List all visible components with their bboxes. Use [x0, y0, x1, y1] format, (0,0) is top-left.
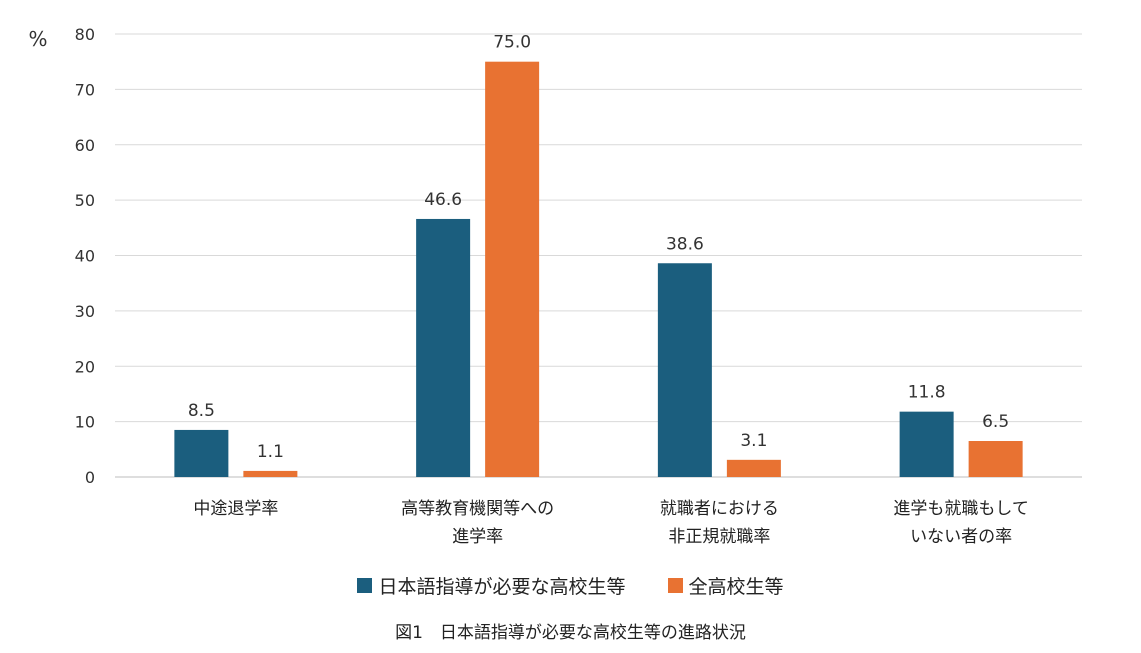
- x-category-label: 中途退学率: [193, 499, 278, 519]
- data-label: 11.8: [908, 383, 946, 403]
- bar-series-2-category-4: [968, 441, 1023, 477]
- y-axis-unit-label: %: [28, 27, 47, 51]
- x-category-label: 高等教育機関等への: [401, 499, 554, 519]
- bar-series-1-category-1: [174, 429, 229, 477]
- x-category-label: 非正規就職率: [668, 527, 770, 547]
- bar-series-2-category-3: [726, 459, 781, 477]
- x-category-label: 進学率: [452, 527, 503, 547]
- y-tick-label: 80: [75, 25, 95, 44]
- legend-label-series-1: 日本語指導が必要な高校生等: [378, 576, 626, 598]
- data-label: 3.1: [740, 431, 767, 451]
- data-label: 75.0: [493, 33, 531, 53]
- bar-series-1-category-2: [416, 218, 471, 477]
- y-tick-label: 0: [85, 468, 95, 487]
- data-label: 1.1: [257, 442, 284, 462]
- y-tick-label: 20: [75, 357, 95, 376]
- bar-series-1-category-3: [657, 263, 712, 477]
- bar-series-2-category-2: [485, 61, 540, 477]
- y-tick-label: 50: [75, 191, 95, 210]
- figure-caption: 図1 日本語指導が必要な高校生等の進路状況: [395, 623, 746, 643]
- y-tick-label: 40: [75, 247, 95, 266]
- x-category-label: 進学も就職もして: [893, 499, 1029, 519]
- legend-swatch-series-1: [357, 578, 373, 593]
- bar-chart: 0 10 20 30 40 50 60 70 80% 8.5 1.1 中途退学率 46.6 75.0 高等教…: [28, 25, 1082, 547]
- legend-item-series-2: 全高校生等: [667, 572, 784, 599]
- legend: 日本語指導が必要な高校生等 全高校生等: [0, 572, 1141, 599]
- legend-label-series-2: 全高校生等: [688, 576, 784, 598]
- data-label: 8.5: [188, 401, 215, 421]
- data-label: 38.6: [666, 234, 704, 254]
- x-category-label: いない者の率: [910, 527, 1012, 547]
- y-tick-label: 60: [75, 136, 95, 155]
- bar-series-1-category-4: [899, 411, 954, 477]
- x-category-label: 就職者における: [660, 499, 779, 519]
- y-tick-label: 30: [75, 302, 95, 321]
- y-tick-label: 70: [75, 80, 95, 99]
- bar-series-2-category-1: [243, 470, 298, 477]
- data-label: 46.6: [424, 190, 462, 210]
- y-tick-label: 10: [75, 413, 95, 432]
- legend-swatch-series-2: [667, 578, 683, 593]
- data-label: 6.5: [982, 412, 1009, 432]
- legend-item-series-1: 日本語指導が必要な高校生等: [357, 572, 626, 599]
